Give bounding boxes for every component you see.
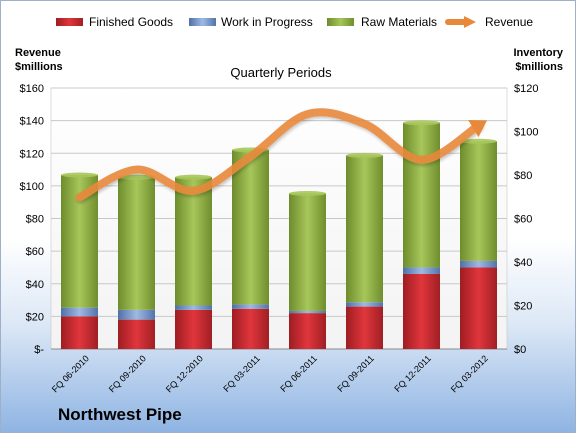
bar-work-in-progress bbox=[460, 260, 497, 268]
left-tick-label: $- bbox=[34, 344, 44, 356]
right-tick-label: $20 bbox=[514, 301, 532, 313]
bar-work-in-progress bbox=[346, 302, 383, 307]
bar-finished-goods bbox=[346, 306, 383, 349]
bars bbox=[61, 120, 497, 349]
bar-raw-materials bbox=[289, 193, 326, 311]
bar-finished-goods bbox=[175, 309, 212, 349]
category-label: FQ 09-2010 bbox=[107, 353, 148, 394]
legend-item-finished-goods: Finished Goods bbox=[56, 15, 173, 29]
bar-work-in-progress bbox=[175, 305, 212, 310]
left-tick-label: $20 bbox=[26, 311, 44, 323]
legend-label-revenue: Revenue bbox=[485, 15, 533, 29]
bar-top-cap bbox=[346, 152, 383, 158]
category-labels: FQ 06-2010 FQ 09-2010 FQ 12-2010 FQ 03-2011… bbox=[50, 353, 490, 394]
bar-finished-goods bbox=[289, 313, 326, 349]
category-label: FQ 06-2010 bbox=[50, 353, 91, 394]
bar-raw-materials bbox=[460, 141, 497, 261]
left-tick-label: $160 bbox=[20, 83, 44, 95]
bar-top-cap bbox=[118, 174, 155, 180]
company-name: Northwest Pipe bbox=[58, 405, 182, 424]
left-axis-title-line1: Revenue bbox=[15, 47, 61, 59]
legend-label-work-in-progress: Work in Progress bbox=[221, 15, 313, 29]
left-tick-label: $80 bbox=[26, 214, 44, 226]
bar-work-in-progress bbox=[61, 307, 98, 317]
bar-finished-goods bbox=[232, 308, 269, 349]
left-tick-label: $120 bbox=[20, 148, 44, 160]
category-label: FQ 12-2011 bbox=[392, 353, 433, 394]
left-tick-label: $140 bbox=[20, 116, 44, 128]
bar-top-cap bbox=[175, 174, 212, 180]
right-axis-title-line2: $millions bbox=[515, 61, 563, 73]
revenue-arrowhead bbox=[468, 120, 488, 138]
revenue-line-group bbox=[75, 108, 488, 202]
legend-swatch-raw-materials bbox=[327, 18, 354, 26]
right-tick-label: $120 bbox=[514, 83, 538, 95]
bar-finished-goods bbox=[118, 319, 155, 349]
category-label: FQ 03-2012 bbox=[449, 353, 490, 394]
bar-finished-goods bbox=[61, 316, 98, 349]
legend-label-raw-materials: Raw Materials bbox=[361, 15, 437, 29]
right-axis-title-line1: Inventory bbox=[513, 47, 563, 59]
legend-item-revenue: Revenue bbox=[445, 15, 533, 29]
legend: Finished Goods Work in Progress Raw Mate… bbox=[56, 15, 533, 29]
right-tick-label: $80 bbox=[514, 170, 532, 182]
left-tick-label: $100 bbox=[20, 181, 44, 193]
category-label: FQ 06-2011 bbox=[278, 353, 319, 394]
left-tick-label: $60 bbox=[26, 246, 44, 258]
category-label: FQ 03-2011 bbox=[221, 353, 262, 394]
bar-finished-goods bbox=[403, 273, 440, 349]
bar-top-cap bbox=[460, 138, 497, 144]
bar-raw-materials bbox=[403, 122, 440, 268]
bar-raw-materials bbox=[118, 177, 155, 310]
legend-item-work-in-progress: Work in Progress bbox=[189, 15, 313, 29]
right-tick-label: $40 bbox=[514, 257, 532, 269]
bar-finished-goods bbox=[460, 267, 497, 349]
left-axis-title-line2: $millions bbox=[15, 61, 63, 73]
bar-work-in-progress bbox=[403, 267, 440, 274]
bar-work-in-progress bbox=[289, 310, 326, 314]
bar-raw-materials bbox=[232, 149, 269, 305]
right-tick-label: $60 bbox=[514, 214, 532, 226]
bar-work-in-progress bbox=[232, 304, 269, 309]
chart-title: Quarterly Periods bbox=[230, 65, 332, 80]
legend-item-raw-materials: Raw Materials bbox=[327, 15, 437, 29]
category-label: FQ 09-2011 bbox=[335, 353, 376, 394]
legend-swatch-work-in-progress bbox=[189, 18, 216, 26]
bar-work-in-progress bbox=[118, 309, 155, 320]
left-axis-ticks: $- $20 $40 $60 $80 $100 $120 $140 $160 bbox=[20, 83, 45, 356]
legend-arrow-revenue bbox=[464, 16, 476, 28]
revenue-line bbox=[75, 108, 483, 202]
right-tick-label: $0 bbox=[514, 344, 526, 356]
left-tick-label: $40 bbox=[26, 279, 44, 291]
bar-top-cap bbox=[403, 120, 440, 126]
legend-swatch-finished-goods bbox=[56, 18, 83, 26]
bar-top-cap bbox=[61, 172, 98, 178]
right-tick-label: $100 bbox=[514, 127, 538, 139]
right-axis-ticks: $0 $20 $40 $60 $80 $100 $120 bbox=[514, 83, 538, 356]
bar-top-cap bbox=[289, 190, 326, 196]
bar-raw-materials bbox=[175, 177, 212, 306]
bar-raw-materials bbox=[346, 155, 383, 303]
category-label: FQ 12-2010 bbox=[164, 353, 205, 394]
legend-label-finished-goods: Finished Goods bbox=[89, 15, 173, 29]
